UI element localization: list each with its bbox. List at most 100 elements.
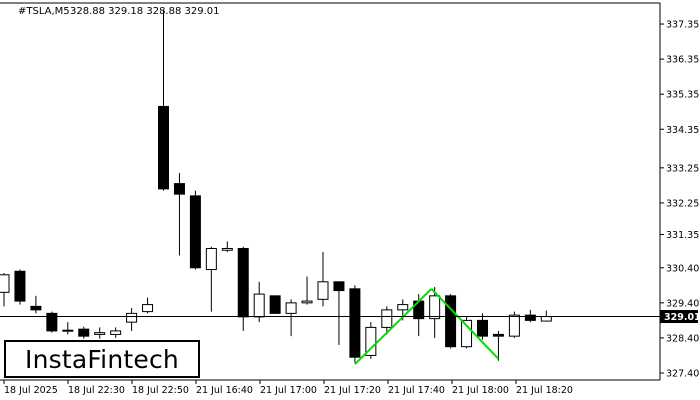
candle-body xyxy=(30,305,42,311)
candle-body xyxy=(317,281,329,300)
candle xyxy=(477,313,488,340)
candle-body xyxy=(445,295,457,348)
candle xyxy=(126,308,138,331)
candle xyxy=(46,311,58,333)
brand-logo: InstaFintech xyxy=(4,340,200,378)
candle xyxy=(14,269,26,305)
price-tick-label: 332.25 xyxy=(666,198,699,209)
candle-body xyxy=(221,247,233,251)
time-tick-label: 21 Jul 16:40 xyxy=(196,385,253,396)
candle xyxy=(445,294,457,349)
candle xyxy=(317,251,329,307)
candle-body xyxy=(508,314,520,337)
candle-body xyxy=(253,293,265,318)
candle-body xyxy=(477,319,488,337)
candle-body xyxy=(349,288,361,358)
candle xyxy=(524,309,536,323)
candle-body xyxy=(301,300,313,304)
candle xyxy=(94,327,106,339)
chart-symbol-label: #TSLA,M5 xyxy=(18,6,70,17)
candle-body xyxy=(492,333,504,337)
candle-body xyxy=(269,295,281,314)
candle xyxy=(365,322,377,359)
candles xyxy=(0,10,552,363)
candle xyxy=(461,316,473,349)
time-tick-label: 18 Jul 22:30 xyxy=(68,385,125,396)
candle-body xyxy=(205,247,217,271)
price-tick-label: 337.35 xyxy=(666,20,699,31)
candle-body xyxy=(540,316,552,322)
candle-body xyxy=(381,309,393,328)
double-top-pattern xyxy=(354,288,500,365)
price-tick-label: 330.40 xyxy=(666,263,699,274)
candle-body xyxy=(110,330,122,335)
price-tick-label: 331.35 xyxy=(666,230,699,241)
price-tick-label: 327.40 xyxy=(666,368,699,379)
price-axis-ticks: 337.35 336.35 335.35 334.35 333.25 332.25 331.… xyxy=(660,20,699,379)
candle-body xyxy=(94,332,106,335)
candle xyxy=(0,273,10,307)
time-axis-ticks: 18 Jul 2025 18 Jul 22:30 18 Jul 22:50 21 Ju… xyxy=(3,380,573,396)
price-tick-label: 334.35 xyxy=(666,125,699,136)
price-tick-label: 335.35 xyxy=(666,90,699,101)
candle-body xyxy=(365,326,377,356)
axes xyxy=(0,2,661,381)
time-tick-label: 21 Jul 18:20 xyxy=(516,385,573,396)
candle xyxy=(189,190,201,270)
candle-body xyxy=(14,270,26,302)
candle-body xyxy=(285,302,297,314)
candle-body xyxy=(0,274,10,293)
candle-body xyxy=(142,304,154,313)
candle xyxy=(285,299,297,337)
candle xyxy=(142,297,154,314)
time-tick-label: 21 Jul 17:40 xyxy=(388,385,445,396)
current-price-value: 329.01 xyxy=(664,312,700,323)
candle xyxy=(30,295,42,314)
candle xyxy=(508,311,520,338)
candle xyxy=(429,287,441,338)
candle-body xyxy=(461,319,473,348)
price-tick-label: 328.40 xyxy=(666,333,699,344)
candle xyxy=(158,10,169,191)
time-tick-label: 21 Jul 18:00 xyxy=(452,385,509,396)
time-tick-label: 21 Jul 17:20 xyxy=(324,385,381,396)
time-tick-label: 18 Jul 22:50 xyxy=(132,385,189,396)
candle-body xyxy=(397,304,409,311)
price-tick-label: 329.40 xyxy=(666,298,699,309)
candle xyxy=(205,246,217,312)
candle-body xyxy=(189,195,201,269)
current-price-tag: 329.01 xyxy=(660,310,700,324)
candle xyxy=(78,326,90,339)
candle-body xyxy=(62,329,74,332)
candle xyxy=(333,281,345,345)
candle xyxy=(269,295,281,314)
pattern-line xyxy=(354,288,433,365)
candle xyxy=(237,246,249,331)
candle-body xyxy=(158,105,169,190)
price-tick-label: 336.35 xyxy=(666,55,699,66)
time-tick-label: 21 Jul 17:00 xyxy=(260,385,317,396)
candle xyxy=(540,310,552,322)
candle xyxy=(381,306,393,335)
pattern-line xyxy=(430,288,500,360)
candle xyxy=(173,173,185,256)
candle xyxy=(221,241,233,252)
candle-body xyxy=(524,314,536,321)
candle xyxy=(301,276,313,305)
candle-body xyxy=(46,312,58,332)
candle xyxy=(110,327,122,338)
candle xyxy=(349,285,361,363)
candle-body xyxy=(429,295,441,320)
candle xyxy=(62,322,74,335)
chart-ohlc-label: 328.88 329.18 328.88 329.01 xyxy=(70,6,220,17)
candle-body xyxy=(333,281,345,292)
candle-body xyxy=(173,183,185,195)
candle-body xyxy=(237,247,249,318)
candle-body xyxy=(126,312,138,323)
brand-logo-text: InstaFintech xyxy=(25,344,179,374)
current-price-tag-bg xyxy=(660,310,698,324)
price-tick-label: 333.25 xyxy=(666,163,699,174)
candle-body xyxy=(78,328,90,337)
candle xyxy=(492,330,504,361)
